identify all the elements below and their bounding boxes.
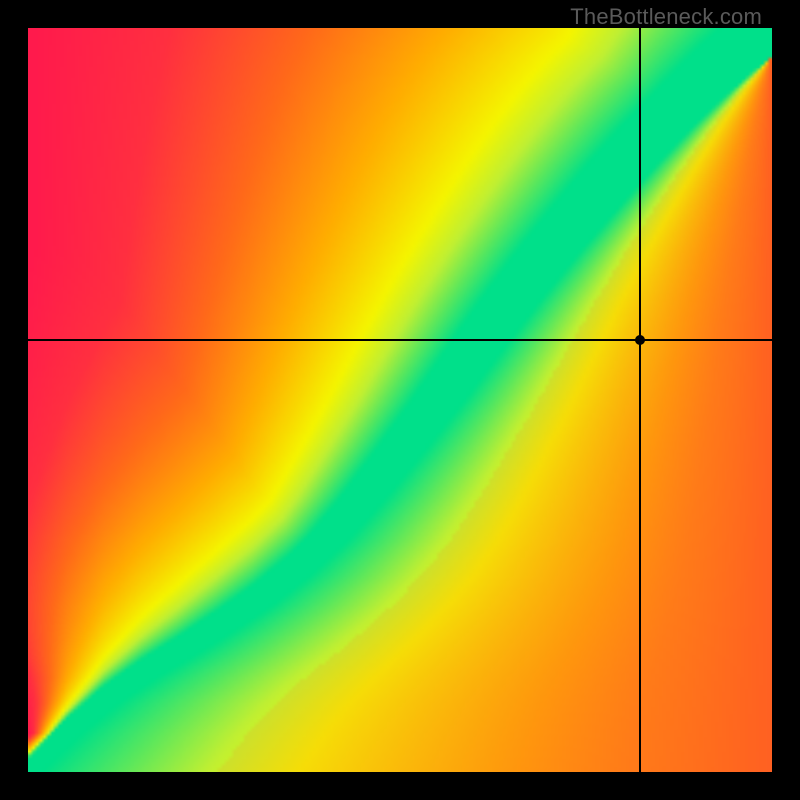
crosshair-horizontal [28, 339, 772, 341]
crosshair-marker [635, 335, 645, 345]
crosshair-vertical [639, 28, 641, 772]
heatmap-canvas [28, 28, 772, 772]
bottleneck-heatmap-plot [28, 28, 772, 772]
watermark-text: TheBottleneck.com [570, 4, 762, 30]
